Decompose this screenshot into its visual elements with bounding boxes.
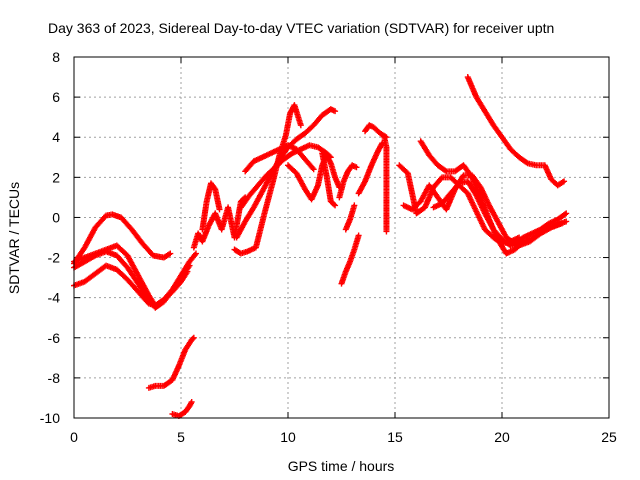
data-point [563,218,570,225]
data-point [332,202,339,209]
series-arc-13 [285,152,343,203]
y-tick-label: -6 [48,330,61,346]
series-arc-20 [381,134,390,235]
data-point-interp [166,251,173,258]
y-tick-label: -10 [40,410,60,426]
series-arc-12 [242,142,317,175]
y-tick-label: 0 [52,209,60,225]
data-point [351,202,358,209]
data-point [192,250,199,257]
series-arc-6 [169,398,195,419]
x-tick-label: 5 [177,429,185,445]
series-arc-4 [71,242,193,309]
plot-frame [73,56,610,419]
data-point [561,178,568,185]
series-arc-16 [338,232,362,287]
data-point [186,262,193,269]
data-point [310,166,317,173]
data-point [383,228,390,235]
x-tick-label: 0 [70,429,78,445]
series-arc-8 [199,180,223,233]
data-point-interp [438,175,445,182]
y-tick-label: 4 [52,129,60,145]
y-axis-label: SDTVAR / TECUs [6,182,22,294]
x-tick-label: 10 [280,429,296,445]
y-tick-label: -8 [48,370,61,386]
data-point-interp [561,211,568,218]
y-tick-label: -2 [48,250,61,266]
data-point-interp [442,167,449,174]
data-point [216,206,223,213]
series-arc-24 [430,178,565,249]
data-point [188,398,195,405]
data-point [332,108,339,115]
data-point [297,122,304,129]
y-tick-label: 2 [52,169,60,185]
chart-title: Day 363 of 2023, Sidereal Day-to-day VTE… [48,20,554,36]
series-arc-18 [355,140,386,197]
data-point-interp [211,185,218,192]
data-points [71,74,570,419]
data-point-interp [506,241,513,248]
series-arc-25 [464,74,568,189]
data-point [190,334,197,341]
series-arc-19 [362,122,390,141]
data-point-interp [559,179,566,186]
series-arc-14 [319,150,339,209]
data-point [167,250,174,257]
data-point [558,220,565,227]
data-point [353,164,360,171]
y-tick-label: -4 [48,290,61,306]
x-axis-label: GPS time / hours [288,458,395,474]
series-arc-15 [336,162,360,201]
y-tick-label: 8 [52,49,60,65]
series-arc-1 [71,211,174,267]
grid [74,57,609,418]
series-arc-5 [145,334,197,391]
series-arc-17 [342,202,358,233]
data-point [563,210,570,217]
data-point [355,232,362,239]
data-point-interp [523,159,530,166]
x-tick-label: 25 [601,429,617,445]
series-arc-11 [237,142,334,211]
data-point-interp [189,335,196,342]
x-tick-label: 20 [494,429,510,445]
x-tick-label: 15 [387,429,403,445]
data-point-interp [331,201,338,208]
series-arc-22 [400,172,570,247]
data-point-interp [309,165,316,172]
y-tick-label: 6 [52,89,60,105]
